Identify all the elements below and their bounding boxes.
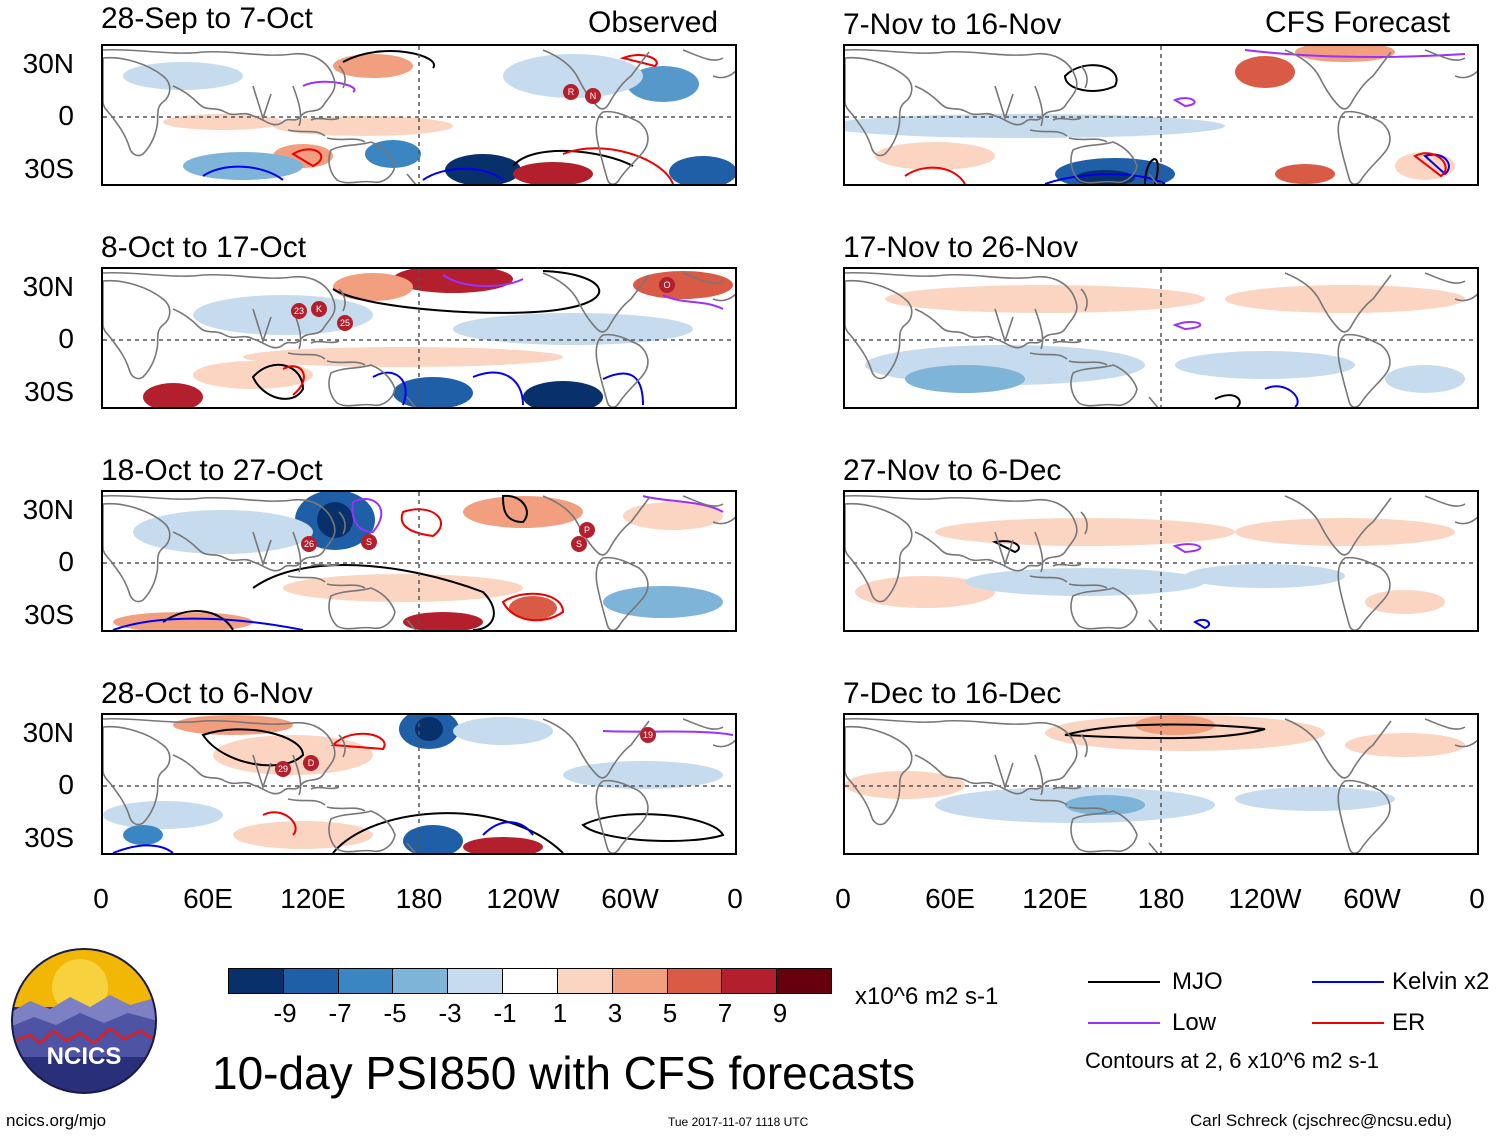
map-panel-left-2: 23 K 25 O [101,267,737,409]
panel-title-right-1: 7-Nov to 16-Nov [843,8,1062,41]
lon-label: 60E [183,883,233,914]
lon-label: 0 [93,883,109,914]
lat-label-eq: 0 [58,100,74,131]
lat-label-30s: 30S [24,376,74,407]
storm-marker: R [563,84,579,100]
lat-label-30s: 30S [24,822,74,853]
colorbar-tick-label: -3 [438,998,462,1028]
lat-label-30n: 30N [22,48,74,79]
map-panel-right-2 [843,267,1479,409]
colorbar-tick-label: 1 [552,998,568,1028]
panel-title-left-1: 28-Sep to 7-Oct [101,2,313,35]
panel-title-right-3: 27-Nov to 6-Dec [843,454,1062,487]
colorbar-tick-label: 3 [607,998,623,1028]
legend-label-low: Low [1172,1009,1217,1036]
storm-marker: 19 [640,727,656,743]
storm-marker: D [303,755,319,771]
colorbar-swatch [612,969,668,993]
colorbar-tick-label: -7 [328,998,352,1028]
lon-label: 120E [1022,883,1088,914]
storm-marker: N [585,88,601,104]
colorbar-tick-label: 5 [662,998,678,1028]
lon-label: 60W [601,883,659,914]
legend-line-kelvin [1312,981,1384,983]
colorbar-units: x10^6 m2 s-1 [855,983,999,1010]
colorbar-tick-label: -9 [273,998,297,1028]
colorbar-swatch [503,969,558,993]
map-panel-left-4: 29 D 19 [101,713,737,855]
legend-label-mjo: MJO [1172,968,1223,995]
footer-url[interactable]: ncics.org/mjo [6,1111,107,1130]
lat-label-30s: 30S [24,599,74,630]
storm-marker: 23 [291,303,307,319]
colorbar-swatch [393,969,449,993]
panel-title-right-4: 7-Dec to 16-Dec [843,677,1062,710]
footer-timestamp: Tue 2017-11-07 1118 UTC [668,1115,809,1129]
legend-label-kelvin: Kelvin x2 [1392,968,1490,995]
lon-label: 0 [1469,883,1485,914]
lon-label: 180 [1137,883,1185,914]
panel-title-right-2: 17-Nov to 26-Nov [843,231,1079,264]
lat-label-30n: 30N [22,717,74,748]
panel-title-left-2: 8-Oct to 17-Oct [101,231,307,264]
lon-label: 60W [1343,883,1401,914]
colorbar-tick-label: 7 [717,998,733,1028]
storm-marker: 26 [301,536,317,552]
colorbar-swatch [722,969,778,993]
colorbar-swatch [557,969,613,993]
panel-title-left-4: 28-Oct to 6-Nov [101,677,313,710]
map-panel-right-3 [843,490,1479,632]
legend-line-low [1088,1022,1160,1024]
forecast-column-title: CFS Forecast [1265,6,1451,39]
lon-label: 60E [925,883,975,914]
storm-marker: S [571,536,587,552]
lon-label: 120E [280,883,346,914]
lon-label: 120W [486,883,560,914]
colorbar-swatch [667,969,723,993]
storm-marker: 29 [275,761,291,777]
storm-marker: S [361,534,377,550]
colorbar-swatch [338,969,394,993]
storm-marker: P [579,522,595,538]
map-panel-left-1: R N [101,44,737,186]
contour-note: Contours at 2, 6 x10^6 m2 s-1 [1085,1048,1380,1073]
colorbar-swatch [229,969,284,993]
colorbar-swatch [283,969,339,993]
figure-title: 10-day PSI850 with CFS forecasts [212,1047,916,1099]
lat-label-eq: 0 [58,769,74,800]
legend-line-mjo [1088,981,1160,983]
lat-label-30s: 30S [24,153,74,184]
lat-label-eq: 0 [58,323,74,354]
colorbar-swatch [777,969,831,993]
map-panel-right-4 [843,713,1479,855]
lon-label: 120W [1228,883,1302,914]
lon-label: 0 [727,883,743,914]
legend-label-er: ER [1392,1009,1426,1036]
lon-label: 180 [395,883,443,914]
lon-label: 0 [835,883,851,914]
storm-marker: O [659,277,675,293]
storm-marker: 25 [337,315,353,331]
logo-text: NCICS [46,1043,122,1070]
legend-line-er [1312,1022,1384,1024]
ncics-logo: NCICS [10,947,158,1095]
colorbar [228,968,832,994]
lat-label-eq: 0 [58,546,74,577]
lat-label-30n: 30N [22,494,74,525]
footer-author: Carl Schreck (cjschrec@ncsu.edu) [1190,1111,1452,1130]
colorbar-tick-label: -5 [383,998,407,1028]
observed-column-title: Observed [588,6,719,39]
lat-label-30n: 30N [22,271,74,302]
colorbar-tick-label: 9 [772,998,788,1028]
storm-marker: K [311,301,327,317]
colorbar-tick-label: -1 [493,998,517,1028]
colorbar-swatch [448,969,504,993]
map-panel-left-3: 26 S P S [101,490,737,632]
panel-title-left-3: 18-Oct to 27-Oct [101,454,323,487]
map-panel-right-1 [843,44,1479,186]
